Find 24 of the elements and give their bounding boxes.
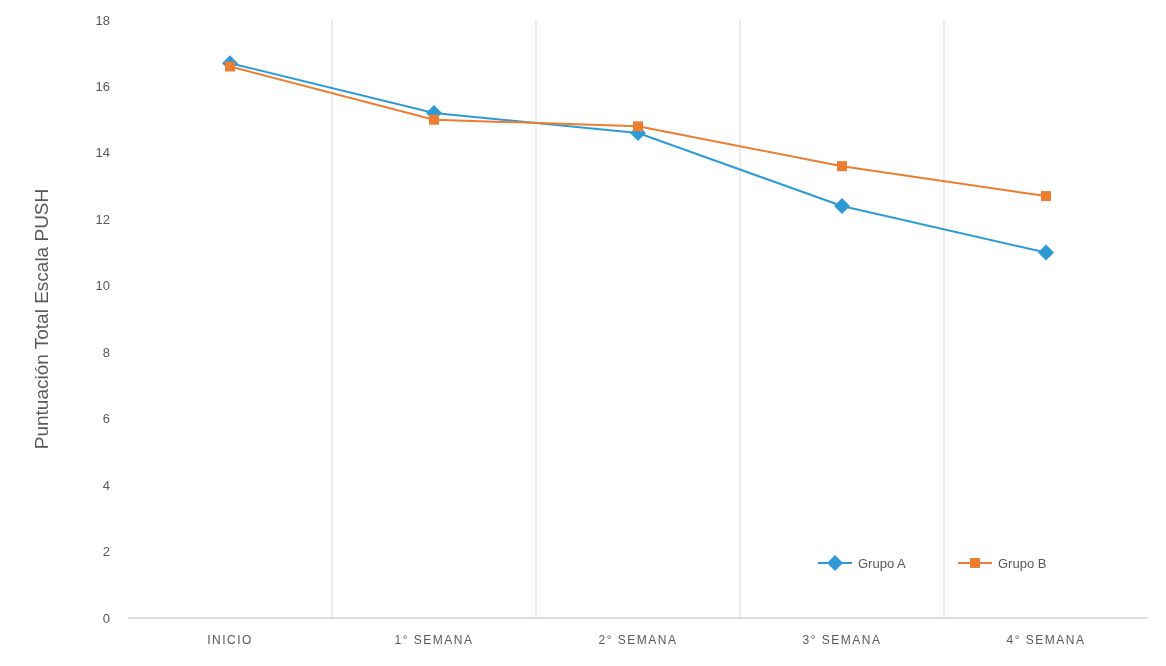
y-tick-label: 6 bbox=[102, 411, 110, 427]
x-tick-label: 2° SEMANA bbox=[598, 633, 678, 647]
point bbox=[837, 161, 847, 172]
y-axis-title: Puntuación Total Escala PUSH bbox=[31, 188, 52, 450]
y-tick-label: 8 bbox=[102, 344, 110, 360]
x-tick-label: 4° SEMANA bbox=[1006, 633, 1086, 647]
y-tick-label: 16 bbox=[95, 78, 110, 94]
x-tick-label: INICIO bbox=[207, 633, 253, 647]
point bbox=[1038, 244, 1054, 261]
point bbox=[1041, 191, 1051, 202]
y-tick-label: 2 bbox=[102, 544, 110, 560]
x-tick-label: 3° SEMANA bbox=[802, 633, 882, 647]
legend-label: Grupo B bbox=[998, 555, 1047, 571]
y-tick-label: 4 bbox=[102, 477, 110, 493]
y-tick-label: 0 bbox=[102, 610, 110, 626]
point bbox=[633, 121, 643, 132]
point bbox=[429, 114, 439, 125]
point bbox=[834, 198, 850, 215]
legend-label: Grupo A bbox=[858, 555, 907, 571]
y-tick-label: 12 bbox=[95, 211, 110, 227]
y-tick-label: 14 bbox=[95, 145, 110, 161]
x-tick-label: 1° SEMANA bbox=[394, 633, 474, 647]
y-tick-label: 18 bbox=[95, 12, 110, 28]
y-tick-label: 10 bbox=[95, 278, 110, 294]
